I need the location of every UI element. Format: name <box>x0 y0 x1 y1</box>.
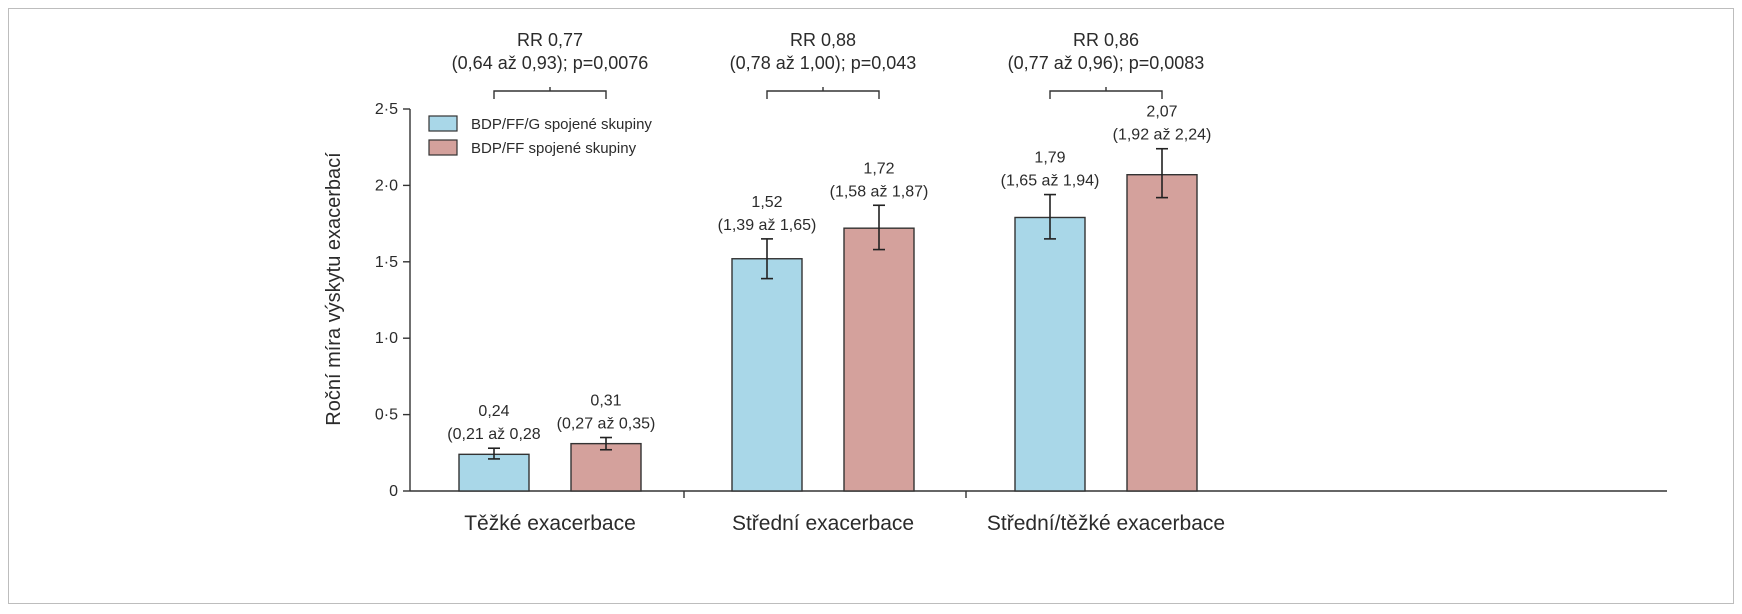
value-label: 0,24 <box>478 403 509 420</box>
y-tick-label: 1·0 <box>375 330 398 347</box>
bar <box>1014 216 1086 492</box>
value-label: 1,72 <box>863 160 894 177</box>
category-label: Střední exacerbace <box>732 512 914 535</box>
rr-detail-label: (0,78 až 1,00); p=0,043 <box>730 53 917 73</box>
category-label: Střední/těžké exacerbace <box>987 512 1225 535</box>
ci-label: (1,65 až 1,94) <box>1001 173 1100 190</box>
category-label: Těžké exacerbace <box>464 512 636 535</box>
ci-label: (0,27 až 0,35) <box>557 416 656 433</box>
rr-value-label: RR 0,88 <box>790 30 856 50</box>
rr-value-label: RR 0,77 <box>517 30 583 50</box>
value-label: 2,07 <box>1146 104 1177 121</box>
bracket <box>493 90 607 99</box>
rr-detail-label: (0,77 až 0,96); p=0,0083 <box>1008 53 1205 73</box>
bar-chart: 0 0·5 1·0 1·5 2·0 2·5 Roční míra výskytu exac… <box>323 30 1667 535</box>
bar <box>570 442 642 492</box>
bar <box>1126 174 1198 492</box>
value-label: 1,79 <box>1034 150 1065 167</box>
y-tick-label: 0 <box>389 483 398 500</box>
y-axis-label: Roční míra výskytu exacerbací <box>323 152 345 426</box>
comparison-brackets: RR 0,77 (0,64 až 0,93); p=0,0076 RR 0,88 (0… <box>452 30 1205 99</box>
ci-label: (0,21 až 0,28 <box>447 426 541 443</box>
ci-label: (1,58 až 1,87) <box>830 183 929 200</box>
y-tick-label: 2·5 <box>375 101 398 118</box>
legend-label: BDP/FF spojené skupiny <box>471 140 637 157</box>
y-tick-label: 1·5 <box>375 254 398 271</box>
bracket <box>1049 90 1163 99</box>
rr-detail-label: (0,64 až 0,93); p=0,0076 <box>452 53 649 73</box>
y-tick-label: 2·0 <box>375 177 398 194</box>
value-labels: Těžké exacerbace 0,24 (0,21 až 0,28 0,31 (0,… <box>447 104 1225 535</box>
ci-label: (1,39 až 1,65) <box>718 217 817 234</box>
legend-swatch <box>428 139 458 156</box>
y-tick-label: 0·5 <box>375 407 398 424</box>
bar <box>731 258 803 492</box>
bar <box>458 453 530 492</box>
legend: BDP/FF/G spojené skupiny BDP/FF spojené s… <box>428 115 652 157</box>
ci-label: (1,92 až 2,24) <box>1113 127 1212 144</box>
legend-swatch <box>428 115 458 132</box>
value-label: 1,52 <box>751 194 782 211</box>
figure-frame: 0 0·5 1·0 1·5 2·0 2·5 Roční míra výskytu exac… <box>8 8 1734 604</box>
value-label: 0,31 <box>590 393 621 410</box>
bars <box>458 147 1198 492</box>
rr-value-label: RR 0,86 <box>1073 30 1139 50</box>
bracket <box>766 90 880 99</box>
legend-label: BDP/FF/G spojené skupiny <box>471 116 652 133</box>
bar <box>843 227 915 492</box>
